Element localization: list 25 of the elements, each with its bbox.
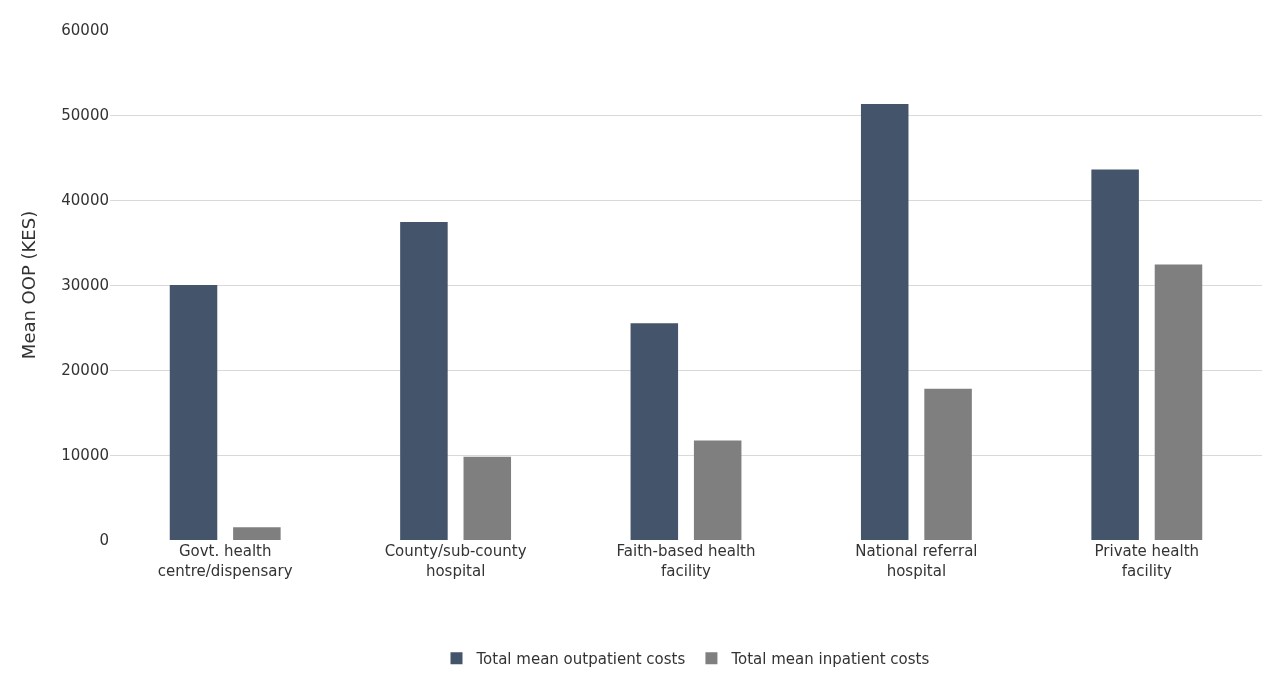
x-tick-label: Private health facility (1094, 542, 1200, 580)
y-tick-label: 40000 (61, 191, 109, 210)
x-tick-label: Faith-based health facility (616, 542, 756, 580)
x-tick-label: National referral hospital (855, 542, 978, 580)
y-tick-label: 30000 (61, 276, 109, 295)
bar (924, 388, 972, 540)
bar (463, 456, 512, 540)
y-tick-label: 60000 (61, 21, 109, 40)
bar (1154, 264, 1203, 540)
x-tick-label: Govt. health centre/dispensary (157, 542, 293, 580)
y-tick-label: 10000 (61, 446, 109, 465)
bar (693, 440, 742, 540)
y-tick-label: 50000 (61, 106, 109, 125)
bar (400, 222, 448, 540)
y-tick-label: 0 (99, 531, 109, 550)
bar (630, 323, 679, 540)
bar (860, 103, 909, 540)
bar (169, 285, 218, 540)
y-axis-title: Mean OOP (KES) (18, 210, 40, 360)
legend-label: Total mean inpatient costs (730, 650, 930, 669)
y-tick-label: 20000 (61, 361, 109, 380)
bar (1091, 169, 1139, 540)
x-tick-label: County/sub-county hospital (384, 542, 527, 580)
legend-label: Total mean outpatient costs (475, 650, 686, 669)
bar (233, 527, 281, 540)
